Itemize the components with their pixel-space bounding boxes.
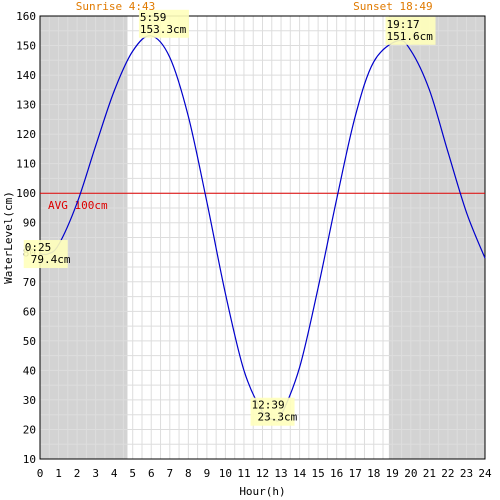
y-tick-label: 50 (23, 335, 36, 348)
sunrise-label: Sunrise 4:43 (76, 0, 155, 13)
x-tick-label: 4 (111, 467, 118, 480)
x-tick-label: 5 (129, 467, 136, 480)
grid (39, 15, 486, 460)
y-tick-label: 20 (23, 423, 36, 436)
average-label: AVG 100cm (48, 199, 108, 212)
sunset-label: Sunset 18:49 (353, 0, 432, 13)
x-tick-label: 18 (367, 467, 380, 480)
y-tick-label: 120 (16, 128, 36, 141)
extrema-level: 79.4cm (31, 253, 71, 266)
extrema-time: 0:25 (25, 241, 51, 254)
extrema-time: 19:17 (387, 18, 420, 31)
extrema-label-box (23, 240, 68, 269)
x-tick-label: 21 (423, 467, 436, 480)
x-tick-label: 14 (293, 467, 307, 480)
y-tick-label: 110 (16, 158, 36, 171)
y-tick-label: 40 (23, 364, 36, 377)
y-tick-label: 130 (16, 99, 36, 112)
plot-border (39, 15, 486, 460)
x-tick-label: 20 (404, 467, 417, 480)
x-tick-label: 24 (478, 467, 492, 480)
y-tick-label: 150 (16, 40, 36, 53)
tick-labels: 0 1 2 3 4 5 6 7 8 9 10 11 12 13 14 15 16 17 18 19 20 21 22 23 24… (16, 10, 492, 480)
extrema-level: 151.6cm (387, 30, 434, 43)
x-tick-label: 15 (312, 467, 325, 480)
x-tick-label: 8 (185, 467, 192, 480)
x-tick-label: 6 (148, 467, 155, 480)
y-tick-label: 30 (23, 394, 36, 407)
y-tick-label: 160 (16, 10, 36, 23)
x-tick-label: 12 (256, 467, 269, 480)
y-tick-label: 100 (16, 187, 36, 200)
x-tick-label: 9 (204, 467, 211, 480)
x-tick-label: 1 (55, 467, 62, 480)
x-tick-label: 23 (460, 467, 473, 480)
extrema-label-box (250, 397, 295, 426)
extrema-time: 12:39 (252, 399, 285, 412)
x-tick-label: 19 (386, 467, 399, 480)
extrema-time: 5:59 (140, 11, 167, 24)
x-axis-title: Hour(h) (239, 485, 285, 498)
extrema-level: 153.3cm (140, 23, 187, 36)
x-tick-label: 16 (330, 467, 343, 480)
extrema-level: 23.3cm (258, 411, 298, 424)
x-tick-label: 7 (166, 467, 173, 480)
x-tick-label: 10 (219, 467, 232, 480)
extrema-label-box (138, 9, 189, 38)
x-tick-label: 2 (74, 467, 81, 480)
y-tick-label: 60 (23, 305, 36, 318)
y-tick-label: 140 (16, 69, 36, 82)
x-tick-label: 13 (274, 467, 287, 480)
x-tick-label: 3 (92, 467, 99, 480)
y-axis-title: WaterLevel(cm) (2, 191, 15, 284)
average-line-group: AVG 100cm (40, 192, 485, 212)
y-tick-label: 70 (23, 276, 36, 289)
extrema-label-box (385, 16, 436, 45)
x-tick-label: 11 (237, 467, 250, 480)
x-tick-label: 0 (37, 467, 44, 480)
y-tick-label: 90 (23, 217, 36, 230)
x-tick-label: 17 (349, 467, 362, 480)
x-tick-label: 22 (441, 467, 454, 480)
y-tick-label: 10 (23, 453, 36, 466)
